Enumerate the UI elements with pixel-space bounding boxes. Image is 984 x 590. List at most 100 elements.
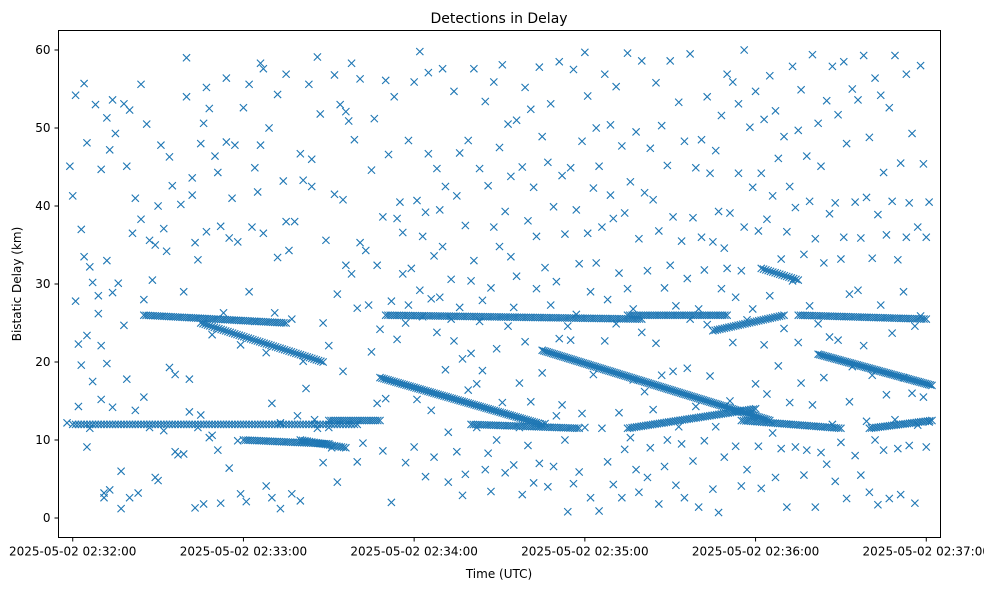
detection-point: [117, 420, 126, 429]
detection-point: [586, 493, 595, 502]
detection-point: [213, 446, 222, 455]
detection-point: [569, 479, 578, 488]
detection-point: [88, 278, 97, 287]
detection-point: [296, 149, 305, 158]
detection-point: [367, 347, 376, 356]
detection-point: [629, 304, 638, 313]
detection-point: [191, 238, 200, 247]
detection-point: [384, 150, 393, 159]
x-tick-label: 2025-05-02 02:36:00: [692, 545, 819, 559]
detection-point: [319, 458, 328, 467]
detection-point: [293, 411, 302, 420]
detection-point: [717, 284, 726, 293]
detection-point: [720, 453, 729, 462]
detection-point: [669, 212, 678, 221]
detection-point: [651, 78, 660, 87]
y-axis-label: Bistatic Delay (km): [10, 227, 24, 342]
detection-point: [657, 371, 666, 380]
detection-point: [862, 193, 871, 202]
detection-point: [481, 465, 490, 474]
detection-point: [512, 116, 521, 125]
detection-point: [654, 499, 663, 508]
detection-point: [851, 198, 860, 207]
detection-point: [139, 295, 148, 304]
detection-point: [137, 215, 145, 224]
detection-point: [77, 225, 86, 234]
detection-point: [788, 62, 797, 71]
detection-point: [316, 357, 325, 366]
detection-point: [159, 224, 168, 233]
detection-point: [728, 77, 737, 86]
detection-point: [523, 441, 532, 450]
detection-point: [723, 264, 732, 273]
detection-point: [245, 287, 254, 296]
detection-point: [102, 113, 111, 122]
x-tick-label: 2025-05-02 02:37:00: [863, 545, 984, 559]
detection-point: [179, 287, 188, 296]
detection-point: [671, 481, 680, 490]
detection-point: [845, 290, 854, 299]
detection-point: [271, 342, 280, 351]
detection-point: [278, 345, 287, 353]
detection-point: [449, 336, 458, 345]
detection-point: [455, 303, 464, 312]
detection-point: [905, 441, 914, 450]
detection-point: [216, 420, 225, 429]
detection-point: [71, 420, 80, 429]
detection-point: [327, 443, 336, 452]
detection-point: [219, 326, 228, 335]
detection-point: [222, 138, 231, 147]
detection-point: [543, 158, 552, 167]
detection-point: [267, 399, 276, 408]
detection-point: [535, 459, 544, 468]
detection-point: [74, 420, 83, 429]
detection-point: [154, 476, 163, 485]
detection-point: [660, 283, 669, 292]
detection-point: [260, 339, 269, 348]
detection-point: [778, 270, 787, 279]
detection-point: [882, 230, 891, 239]
x-axis-label: Time (UTC): [465, 567, 532, 581]
detection-point: [156, 141, 165, 150]
detection-point: [347, 269, 356, 278]
detection-point: [100, 420, 109, 429]
detection-point: [108, 288, 117, 297]
detection-point: [762, 215, 771, 224]
detection-point: [217, 325, 226, 334]
detection-point: [63, 418, 72, 427]
detection-point: [424, 68, 433, 77]
detection-point: [718, 324, 727, 333]
detection-point: [259, 64, 268, 73]
detection-point: [916, 311, 925, 320]
detection-point: [575, 467, 584, 476]
detection-point: [119, 420, 128, 429]
detection-point: [771, 268, 780, 277]
detection-point: [583, 229, 592, 238]
detection-point: [279, 318, 288, 327]
detection-point: [771, 473, 780, 482]
detection-point: [216, 499, 225, 508]
detection-point: [239, 332, 248, 341]
detection-point: [125, 106, 134, 115]
detection-point: [780, 271, 789, 280]
detection-point: [202, 420, 211, 429]
detection-point: [495, 242, 504, 251]
detection-point: [770, 313, 779, 322]
detection-point: [287, 347, 296, 356]
detection-point: [663, 161, 672, 170]
detection-point: [703, 320, 712, 329]
detection-point: [819, 373, 828, 382]
detection-point: [546, 301, 555, 310]
detection-point: [617, 141, 626, 150]
detection-point: [361, 246, 370, 255]
detection-point: [233, 237, 242, 246]
detection-point: [228, 194, 237, 203]
detection-point: [876, 301, 885, 310]
detection-point: [523, 216, 532, 225]
detection-point: [291, 349, 300, 358]
detection-point: [720, 324, 729, 333]
detection-point: [747, 318, 756, 327]
detection-point: [259, 229, 268, 238]
detection-point: [839, 233, 848, 242]
detection-point: [302, 384, 311, 393]
